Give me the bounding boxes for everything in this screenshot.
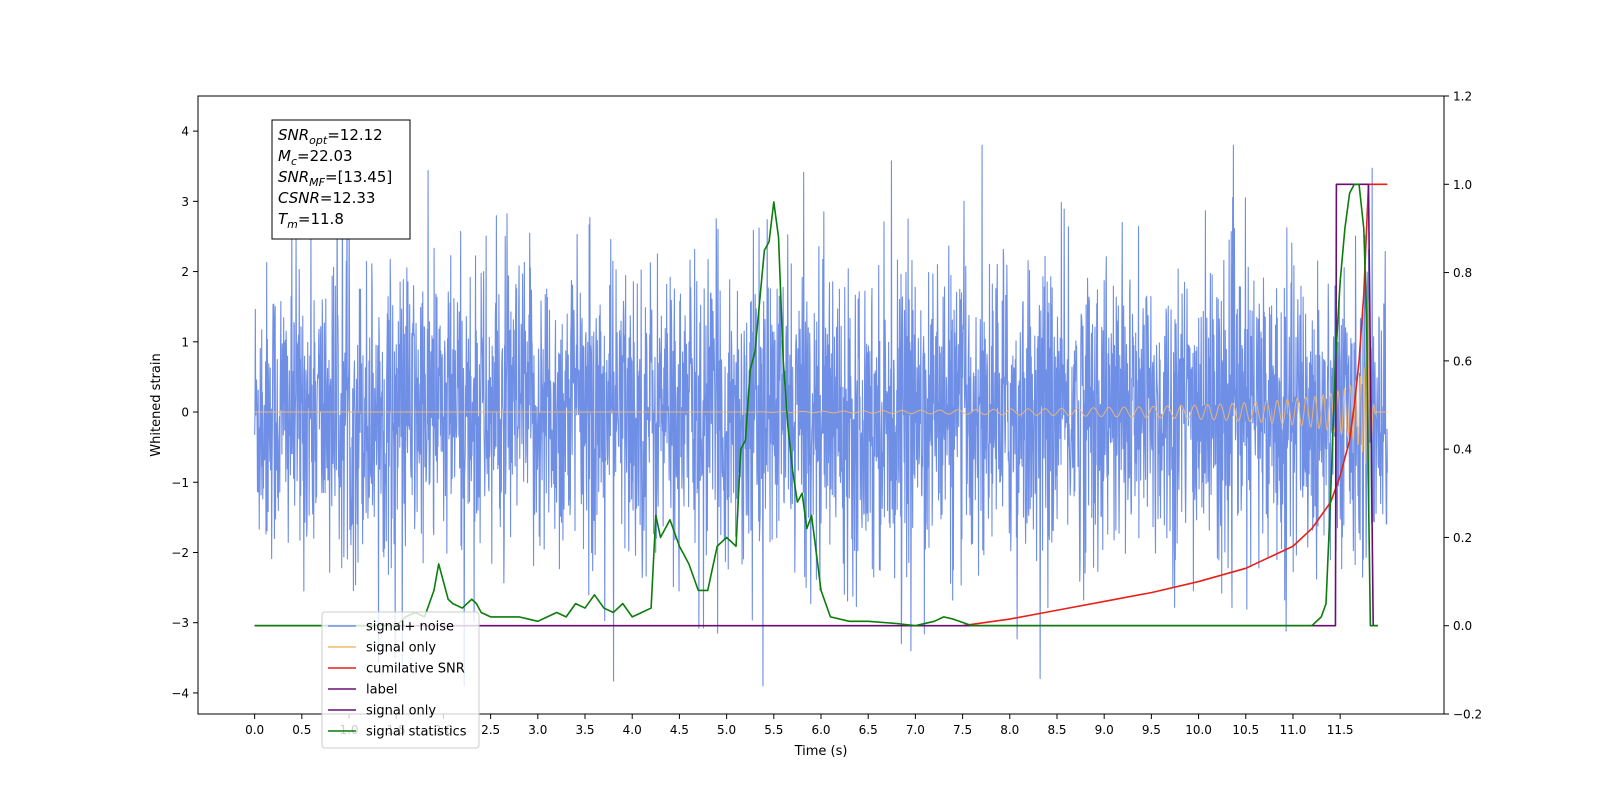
x-tick-label-15: 7.5 — [953, 723, 972, 737]
y2-tick-label-3: 0.4 — [1453, 443, 1472, 457]
annotation-line-2: SNRMF=[13.45] — [278, 168, 392, 189]
legend-frame — [321, 611, 480, 749]
x-tick-label-11: 5.5 — [764, 723, 783, 737]
y-tick-label-3: −1 — [171, 476, 189, 490]
y-tick-label-2: −2 — [171, 546, 189, 560]
x-tick-label-12: 6.0 — [811, 723, 830, 737]
y2-tick-label-5: 0.8 — [1453, 266, 1472, 280]
legend-label-signal-statistics: signal statistics — [366, 725, 467, 740]
legend-label-signal-only: signal only — [366, 641, 436, 656]
x-tick-label-21: 10.5 — [1232, 723, 1259, 737]
noise-series — [254, 144, 1388, 687]
x-tick-label-5: 2.5 — [481, 723, 500, 737]
x-tick-label-23: 11.5 — [1327, 723, 1354, 737]
y2-tick-label-0: −0.2 — [1453, 708, 1482, 722]
y-tick-label-6: 2 — [181, 265, 189, 279]
x-axis-label: Time (s) — [794, 744, 848, 759]
y-axis-label: Whitened strain — [149, 353, 164, 456]
y-tick-label-8: 4 — [181, 125, 189, 139]
x-tick-label-6: 3.0 — [528, 723, 547, 737]
annotation-line-0: SNRopt=12.12 — [278, 126, 383, 147]
legend-label-signal-only: signal only — [366, 704, 436, 719]
y2-tick-label-1: 0.0 — [1453, 619, 1472, 633]
y2-tick-label-7: 1.2 — [1453, 90, 1472, 104]
x-tick-label-8: 4.0 — [623, 723, 642, 737]
series-signal-statistics-line — [254, 183, 1378, 627]
series-signal-noise-line — [254, 144, 1388, 687]
x-tick-label-0: 0.0 — [245, 723, 264, 737]
y2-tick-label-6: 1.0 — [1453, 178, 1472, 192]
y-tick-label-7: 3 — [181, 195, 189, 209]
x-tick-label-14: 7.0 — [906, 723, 925, 737]
legend-label-signal-noise: signal+ noise — [366, 620, 454, 635]
x-tick-label-19: 9.5 — [1142, 723, 1161, 737]
x-tick-label-9: 4.5 — [670, 723, 689, 737]
y-axis-right: −0.2 0.0 0.2 0.4 0.6 0.8 1.0 1.2 — [1444, 90, 1482, 722]
x-tick-label-1: 0.5 — [292, 723, 311, 737]
x-axis: 0.00.51.01.52.02.53.03.54.04.55.05.56.06… — [245, 714, 1354, 737]
y-tick-label-4: 0 — [181, 406, 189, 420]
x-tick-label-22: 11.0 — [1280, 723, 1307, 737]
stats-annotation-box: SNRopt=12.12Mc=22.03SNRMF=[13.45]CSNR=12… — [271, 119, 411, 240]
y-axis-left: −4 −3 −2 −1 0 1 2 3 4 — [171, 125, 198, 700]
legend-label-label: label — [366, 683, 397, 698]
y2-tick-label-2: 0.2 — [1453, 531, 1472, 545]
y-tick-label-5: 1 — [181, 335, 189, 349]
annotation-line-3: CSNR=12.33 — [278, 189, 375, 207]
y-tick-label-0: −4 — [171, 686, 189, 700]
right-axis-series — [254, 183, 1388, 627]
x-tick-label-18: 9.0 — [1095, 723, 1114, 737]
legend: signal+ noise signal only cumilative SNR la… — [321, 611, 480, 749]
x-tick-label-7: 3.5 — [575, 723, 594, 737]
x-tick-label-13: 6.5 — [859, 723, 878, 737]
legend-label-cumilative-snr: cumilative SNR — [366, 662, 465, 677]
annotation-line-1: Mc=22.03 — [278, 147, 353, 168]
x-tick-label-10: 5.0 — [717, 723, 736, 737]
x-tick-label-17: 8.5 — [1047, 723, 1066, 737]
x-tick-label-20: 10.0 — [1185, 723, 1212, 737]
x-tick-label-16: 8.0 — [1000, 723, 1019, 737]
annotation-frame — [271, 119, 411, 240]
series-signal-only-line — [254, 298, 1388, 483]
y-tick-label-1: −3 — [171, 616, 189, 630]
y2-tick-label-4: 0.6 — [1453, 354, 1472, 368]
chirp-series — [254, 298, 1388, 483]
annotation-line-4: Tm=11.8 — [278, 210, 344, 231]
